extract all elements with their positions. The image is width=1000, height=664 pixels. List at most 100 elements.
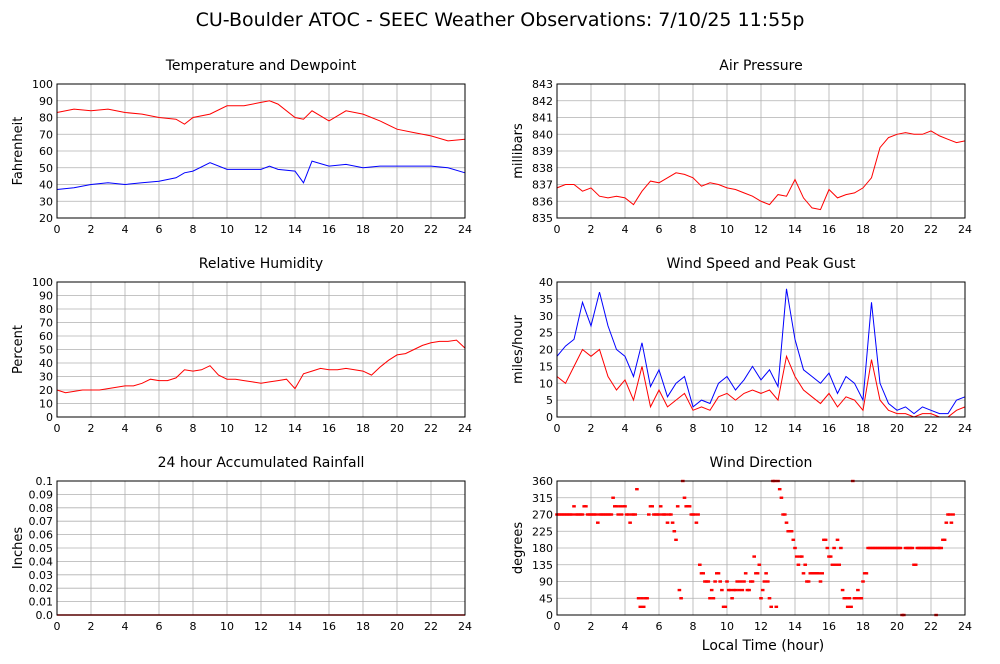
- pressure-ytick-label-7: 842: [532, 95, 553, 108]
- direction-point-148: [806, 580, 811, 583]
- rainfall-xtick-label-2: 4: [122, 620, 129, 633]
- rainfall-xtick-label-9: 18: [356, 620, 370, 633]
- direction-point-90: [708, 597, 712, 600]
- pressure-xtick-label-12: 24: [958, 223, 972, 236]
- rainfall-ytick-label-0: 0.0: [36, 609, 54, 622]
- temperature-chart: 0 2 4 6 8 10 12 14 16 18 20 22 242030405060708090100…: [11, 58, 472, 236]
- rainfall-xtick-label-11: 22: [424, 620, 438, 633]
- wind-xtick-label-4: 8: [690, 422, 697, 435]
- direction-point-140: [793, 546, 797, 550]
- humidity-ytick-label-6: 60: [39, 330, 53, 343]
- humidity-xtick-label-8: 16: [322, 422, 336, 435]
- rainfall-xtick-label-3: 6: [156, 620, 163, 633]
- direction-point-17: [584, 505, 588, 508]
- humidity-ytick-label-1: 10: [39, 398, 53, 411]
- humidity-xtick-label-12: 24: [458, 422, 472, 435]
- direction-point-35: [614, 505, 619, 508]
- humidity-xtick-label-5: 10: [220, 422, 234, 435]
- pressure-xtick-label-5: 10: [720, 223, 734, 236]
- humidity-xtick-label-3: 6: [156, 422, 163, 435]
- humidity-ytick-label-8: 80: [39, 303, 53, 316]
- wind-xtick-label-0: 0: [554, 422, 561, 435]
- direction-point-37: [618, 505, 622, 508]
- temperature-series-0-line: [56, 100, 466, 142]
- wind-ylabel: miles/hour: [511, 314, 526, 383]
- humidity-xtick-label-0: 0: [54, 422, 61, 435]
- direction-point-81: [692, 513, 697, 516]
- direction-point-158: [823, 538, 828, 542]
- direction-ytick-label-8: 360: [532, 475, 553, 488]
- rainfall-xtick-label-10: 20: [390, 620, 404, 633]
- wind-frame-border: [556, 281, 966, 418]
- direction-point-93: [713, 580, 717, 583]
- pressure-xtick-label-7: 14: [788, 223, 802, 236]
- direction-point-135: [784, 521, 789, 524]
- pressure-xtick-label-8: 16: [822, 223, 836, 236]
- wind-xtick-label-2: 4: [622, 422, 629, 435]
- direction-point-226: [939, 546, 943, 550]
- direction-point-109: [740, 588, 745, 592]
- rainfall-ytick-label-1: 0.01: [29, 596, 54, 609]
- wind-series-1-line: [556, 348, 966, 418]
- direction-point-116: [752, 555, 756, 558]
- direction-point-115: [750, 580, 755, 583]
- direction-point-64: [664, 513, 668, 516]
- wind-xtick-label-1: 2: [588, 422, 595, 435]
- rainfall-ytick-label-9: 0.09: [29, 488, 54, 501]
- direction-point-166: [837, 563, 841, 566]
- wind-chart: 0 2 4 6 8 10 12 14 16 18 20 22 240510152025303540Win…: [511, 256, 972, 435]
- direction-ytick-label-5: 225: [532, 525, 553, 538]
- direction-point-165: [835, 538, 840, 542]
- direction-xtick-label-2: 4: [622, 620, 629, 633]
- humidity-ytick-label-9: 90: [39, 290, 53, 303]
- direction-point-89: [706, 580, 711, 583]
- temperature-ytick-label-5: 70: [39, 128, 53, 141]
- direction-point-60: [657, 513, 661, 516]
- direction-point-118: [755, 572, 760, 575]
- direction-xtick-label-1: 2: [588, 620, 595, 633]
- direction-ytick-label-7: 315: [532, 492, 553, 505]
- direction-point-113: [747, 588, 751, 592]
- pressure-xtick-label-0: 0: [554, 223, 561, 236]
- direction-point-171: [845, 605, 850, 609]
- temperature-ytick-label-0: 20: [39, 212, 53, 225]
- direction-xtick-label-0: 0: [554, 620, 561, 633]
- direction-point-168: [840, 588, 845, 592]
- humidity-xtick-label-4: 8: [190, 422, 197, 435]
- direction-point-154: [817, 572, 821, 575]
- direction-title: Wind Direction: [710, 455, 813, 471]
- temperature-ytick-label-3: 50: [39, 162, 53, 175]
- pressure-xtick-label-2: 4: [622, 223, 629, 236]
- direction-point-126: [769, 605, 773, 609]
- direction-xtick-label-8: 16: [822, 620, 836, 633]
- rainfall-xtick-label-0: 0: [54, 620, 61, 633]
- direction-point-179: [859, 597, 864, 600]
- direction-point-10: [572, 505, 576, 508]
- direction-point-24: [596, 521, 600, 524]
- pressure-title: Air Pressure: [719, 58, 802, 74]
- direction-point-162: [830, 563, 835, 566]
- temperature-frame-border: [56, 83, 466, 219]
- rainfall-ytick-label-2: 0.02: [29, 582, 54, 595]
- direction-point-119: [757, 563, 762, 566]
- direction-point-176: [854, 597, 858, 600]
- direction-point-233: [951, 513, 955, 516]
- pressure-ylabel: millibars: [511, 123, 526, 179]
- direction-point-145: [801, 572, 806, 575]
- direction-point-78: [687, 505, 692, 508]
- direction-point-156: [820, 572, 824, 575]
- pressure-ytick-label-4: 839: [532, 145, 553, 158]
- direction-point-139: [791, 538, 796, 542]
- direction-point-49: [638, 605, 643, 609]
- wind-title: Wind Speed and Peak Gust: [667, 256, 856, 272]
- direction-point-92: [711, 597, 716, 600]
- direction-point-161: [828, 555, 833, 558]
- direction-point-155: [818, 580, 823, 583]
- pressure-ytick-label-6: 841: [532, 112, 553, 125]
- rainfall-ytick-label-3: 0.03: [29, 569, 54, 582]
- temperature-ytick-label-1: 30: [39, 195, 53, 208]
- direction-point-67: [669, 513, 673, 516]
- pressure-ytick-label-2: 837: [532, 179, 553, 192]
- direction-point-231: [947, 513, 952, 516]
- direction-point-144: [800, 555, 804, 558]
